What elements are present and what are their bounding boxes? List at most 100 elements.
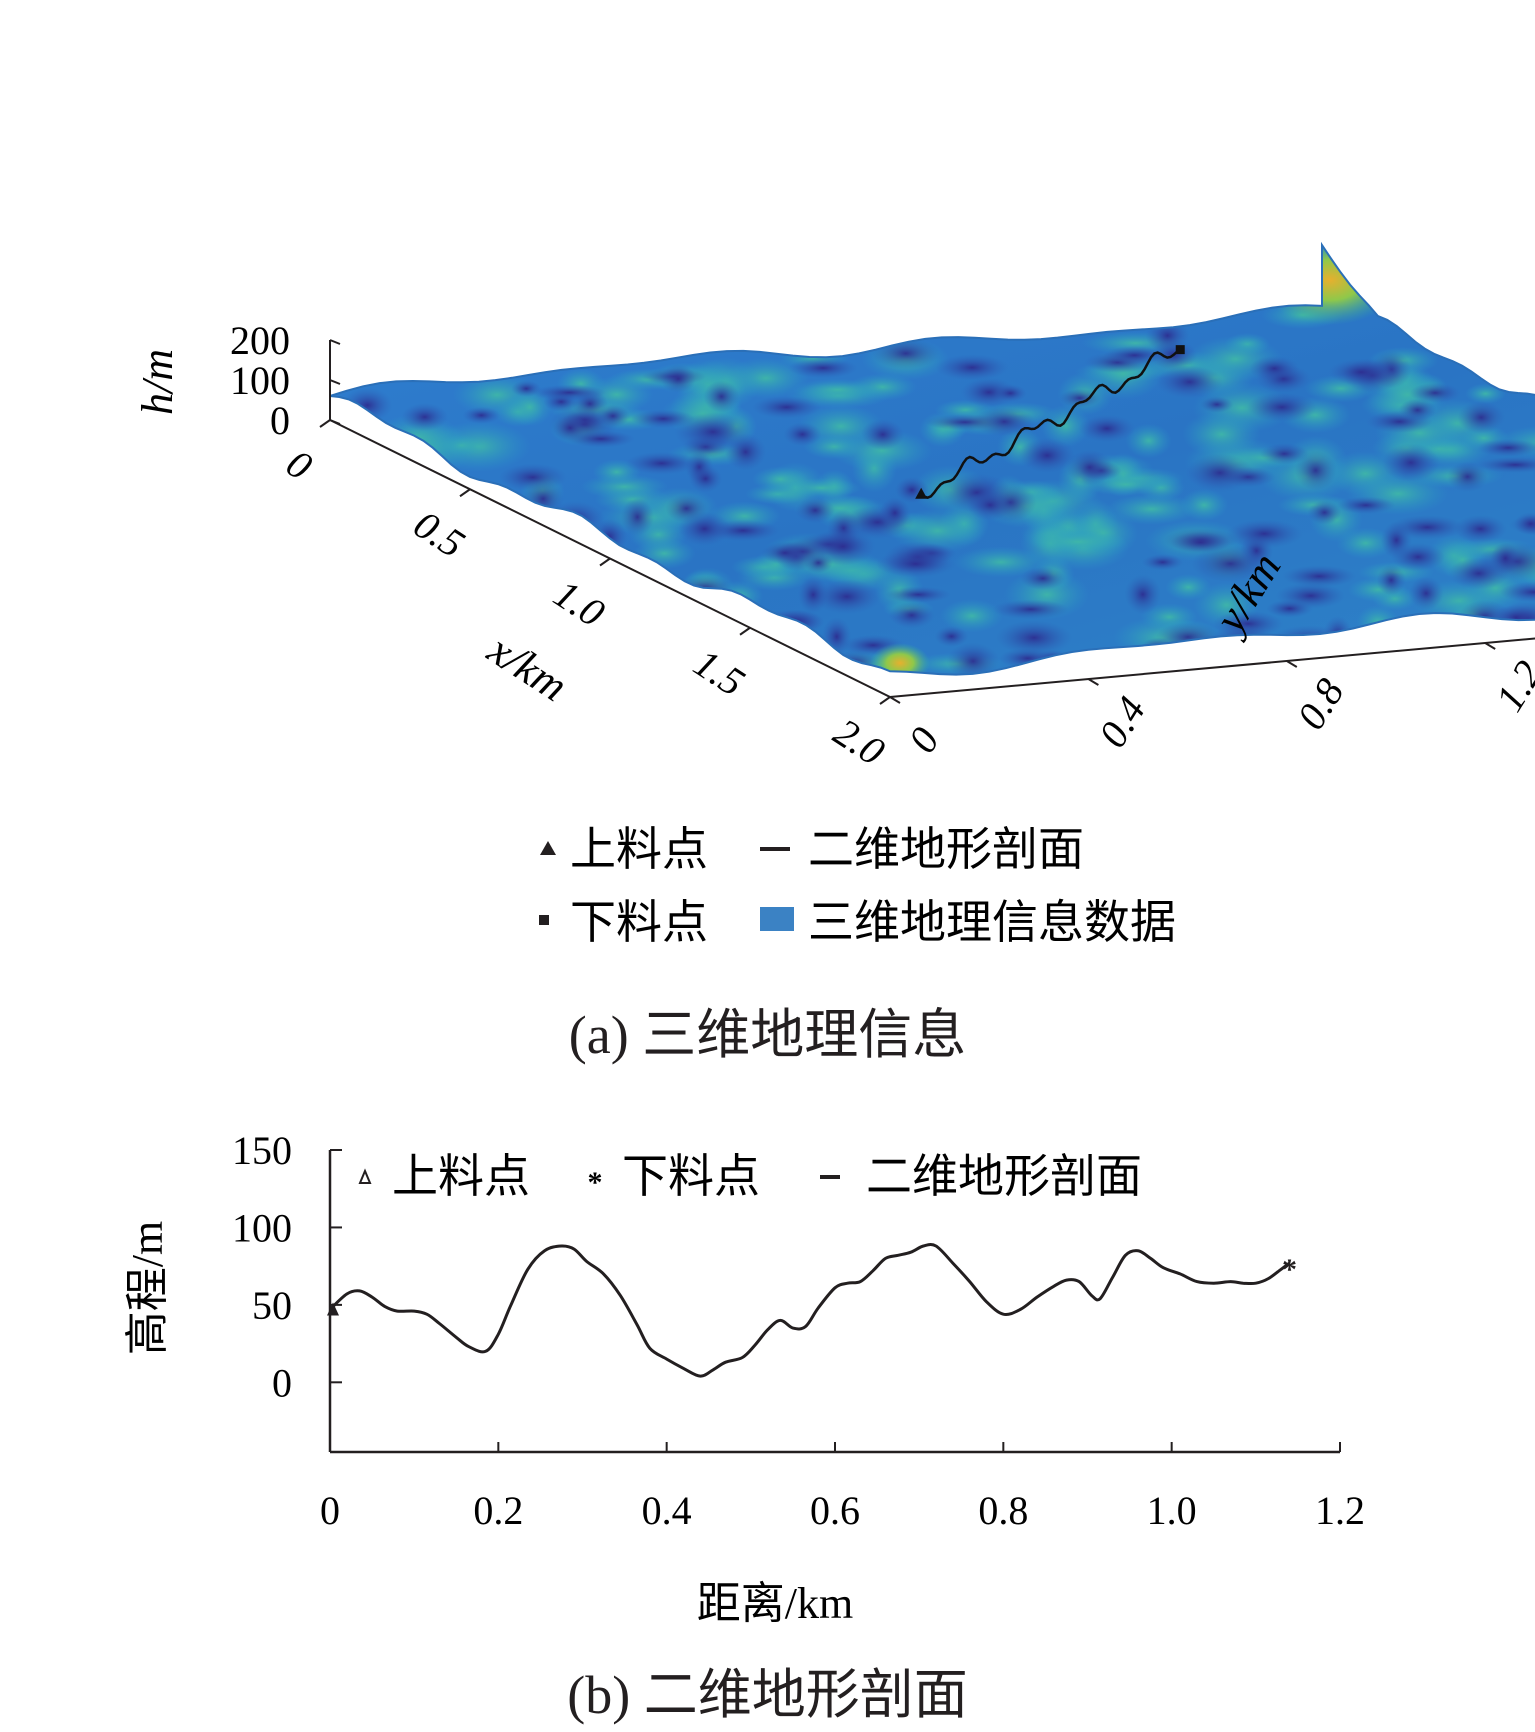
terrain-pit [993, 384, 1028, 403]
x-tick [879, 696, 891, 705]
terrain-pit [787, 357, 859, 379]
terrain-pit [995, 620, 1073, 655]
terrain-pit [625, 451, 698, 475]
terrain-pit [531, 384, 607, 401]
terrain-pit [1477, 438, 1535, 457]
terrain-pit [401, 402, 449, 432]
terrain-bump [1182, 411, 1261, 458]
x-tick-label: 0 [279, 440, 320, 489]
terrain-pit [1078, 414, 1136, 443]
terrain-bump [1465, 383, 1506, 405]
legend-item-label: 下料点 [570, 897, 708, 948]
x-tick-label: 0.6 [810, 1488, 860, 1533]
y-tick [1087, 678, 1099, 686]
end-point-marker: * [1282, 1253, 1297, 1286]
terrain-pit [553, 414, 588, 441]
y-axis-label: 高程/m [123, 1221, 172, 1355]
legend-item-label: 二维地形剖面 [866, 1151, 1142, 1202]
y-tick-label: 0.8 [1288, 671, 1353, 737]
z-tick [329, 339, 341, 345]
z-tick-label: 100 [230, 358, 290, 403]
terrain-pit [888, 601, 935, 629]
terrain-pit [1103, 346, 1166, 365]
legend-item-label: 下料点 [622, 1151, 760, 1202]
terrain-pit [1409, 382, 1461, 403]
legend-item-label: 上料点 [392, 1151, 530, 1202]
terrain-peak [870, 643, 930, 675]
z-tick [329, 379, 341, 385]
x-tick-label: 1.5 [686, 640, 752, 705]
y-tick [889, 696, 901, 704]
terrain-pit [1200, 396, 1234, 413]
terrain-pit [812, 579, 881, 614]
terrain-bump [1105, 493, 1198, 525]
legend-square-icon [539, 915, 549, 925]
terrain-pit [925, 414, 1005, 431]
terrain-pit [1294, 450, 1337, 491]
x-tick-label: 0 [320, 1488, 340, 1533]
legend-asterisk-icon: * [588, 1166, 603, 1199]
legend-item-label: 上料点 [570, 824, 708, 875]
legend-a: 上料点 二维地形剖面 下料点 三维地理信息数据 [539, 824, 1176, 948]
terrain-pit [783, 422, 822, 447]
terrain-edge [329, 241, 1535, 676]
z-axis-label: h/m [133, 349, 182, 415]
terrain-pit [660, 364, 696, 394]
terrain-pit [1191, 545, 1270, 583]
terrain-pit [861, 418, 905, 451]
terrain-pit [1389, 515, 1466, 540]
terrain-pit [797, 576, 829, 614]
x-tick [459, 488, 471, 498]
z-tick-label: 200 [230, 318, 290, 363]
terrain-pit [620, 497, 655, 537]
z-tick [329, 419, 341, 425]
y-tick-label: 150 [232, 1128, 292, 1173]
terrain-pit [1513, 512, 1535, 536]
y-tick-label: 100 [232, 1205, 292, 1250]
terrain-pit [885, 586, 951, 603]
terrain-pit [1457, 401, 1505, 434]
terrain-pit [1398, 398, 1437, 422]
x-tick-label: 1.0 [546, 571, 612, 636]
x-tick-label: 0.8 [978, 1488, 1028, 1533]
terrain-pit [1066, 449, 1114, 486]
x-axis-label: x/km [479, 624, 576, 711]
terrain-pit [1328, 358, 1394, 386]
y-tick-label: 50 [252, 1283, 292, 1328]
line-chart: 0 0.2 0.4 0.6 0.8 1.0 1.2 0 50 100 150 * 高程/m 距离/k… [123, 1128, 1365, 1628]
terrain-pit [894, 476, 929, 504]
terrain-pit [966, 489, 1014, 521]
terrain-bump [953, 546, 1048, 578]
y-axis-line [889, 637, 1535, 698]
legend-patch-icon [760, 907, 794, 931]
axes-3d: 00.51.01.52.000.40.81.21.62.00100200 [230, 318, 1535, 774]
y-tick-label: 0.4 [1090, 689, 1155, 755]
axes-2d: 0 0.2 0.4 0.6 0.8 1.0 1.2 0 50 100 150 [232, 1128, 1365, 1533]
terrain-pit [1185, 453, 1255, 492]
terrain-pit [665, 494, 708, 523]
profile-line [328, 1243, 1291, 1378]
x-tick-label: 0.2 [473, 1488, 523, 1533]
legend-triangle-icon [358, 1168, 372, 1184]
terrain-pit [879, 496, 911, 529]
terrain-pit [946, 642, 1000, 675]
terrain-pit [1226, 519, 1303, 549]
terrain-pit [724, 433, 767, 471]
x-tick-label: 2.0 [826, 709, 892, 774]
y-tick-label: 0 [899, 719, 948, 760]
end-point-marker [1175, 345, 1185, 355]
terrain-peak [1260, 245, 1400, 325]
start-point-marker [915, 487, 928, 499]
terrain-pit [1323, 615, 1353, 653]
terrain-pit [795, 497, 836, 524]
legend-triangle-icon [540, 841, 556, 855]
caption-b: (b) 二维地形剖面 [567, 1665, 968, 1725]
terrain-pit [1336, 496, 1396, 514]
terrain-pit [1499, 581, 1535, 603]
x-axis-label: 距离/km [697, 1579, 853, 1628]
terrain-pit [462, 406, 501, 424]
terrain-pit [1018, 437, 1076, 474]
terrain-bump [831, 429, 933, 472]
terrain-pit [1376, 564, 1406, 596]
terrain-pit [1446, 461, 1489, 492]
